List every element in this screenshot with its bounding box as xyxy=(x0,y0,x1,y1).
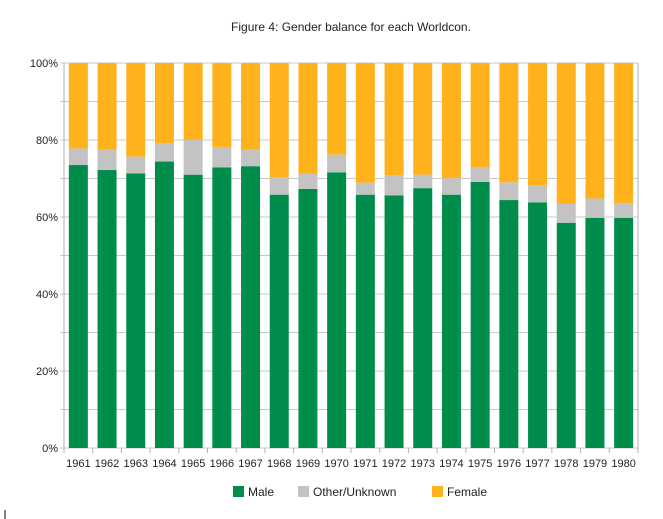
bar-segment-other-unknown xyxy=(327,154,347,173)
bar-segment-male xyxy=(183,174,203,448)
bar-segment-female xyxy=(212,63,232,147)
bar-segment-female xyxy=(269,63,289,178)
y-tick-label: 40% xyxy=(36,289,58,301)
bar-segment-male xyxy=(212,167,232,448)
x-tick-label: 1973 xyxy=(411,458,435,470)
bar-segment-male xyxy=(413,188,433,448)
bar-segment-female xyxy=(441,63,461,179)
legend-swatch xyxy=(432,486,443,497)
legend-swatch xyxy=(298,486,309,497)
y-tick-label: 0% xyxy=(42,443,58,455)
bar-segment-other-unknown xyxy=(384,175,404,196)
bar-segment-male xyxy=(384,195,404,448)
bar-segment-female xyxy=(384,63,404,176)
bar-segment-other-unknown xyxy=(183,140,203,175)
x-tick-label: 1962 xyxy=(95,458,119,470)
bar-segment-other-unknown xyxy=(470,167,490,182)
bar-segment-male xyxy=(269,194,289,448)
bar-segment-female xyxy=(528,63,548,186)
x-tick-label: 1968 xyxy=(267,458,291,470)
bar-segment-other-unknown xyxy=(241,149,261,167)
bar-segment-other-unknown xyxy=(556,203,576,223)
y-axis-tick-labels: 0% 20% 40% 60% 80% 100% xyxy=(30,58,58,455)
x-tick-label: 1971 xyxy=(353,458,377,470)
x-tick-label: 1979 xyxy=(583,458,607,470)
x-tick-label: 1977 xyxy=(525,458,549,470)
bar-segment-female xyxy=(126,63,146,157)
x-tick-label: 1969 xyxy=(296,458,320,470)
bar-segment-female xyxy=(327,63,347,155)
x-tick-label: 1974 xyxy=(439,458,463,470)
gridlines xyxy=(60,62,639,453)
bar-segment-male xyxy=(241,166,261,448)
x-tick-label: 1964 xyxy=(152,458,176,470)
y-tick-label: 80% xyxy=(36,135,58,147)
y-tick-label: 100% xyxy=(30,58,58,70)
bar-segment-female xyxy=(355,63,375,183)
bar-segment-male xyxy=(154,161,174,448)
legend-label: Male xyxy=(248,485,274,499)
bar-segment-female xyxy=(585,63,605,199)
y-tick-label: 20% xyxy=(36,366,58,378)
x-tick-label: 1980 xyxy=(611,458,635,470)
bar-segment-other-unknown xyxy=(528,185,548,203)
bar-segment-other-unknown xyxy=(68,148,88,166)
bar-segment-other-unknown xyxy=(154,143,174,162)
x-tick-label: 1970 xyxy=(324,458,348,470)
x-tick-label: 1965 xyxy=(181,458,205,470)
x-tick-label: 1972 xyxy=(382,458,406,470)
x-tick-label: 1978 xyxy=(554,458,578,470)
bar-segment-other-unknown xyxy=(298,173,318,189)
bar-segment-male xyxy=(499,200,519,448)
bar-segment-female xyxy=(556,63,576,204)
legend: Male Other/Unknown Female xyxy=(233,485,487,499)
bar-segment-female xyxy=(183,63,203,140)
bar-segment-female xyxy=(470,63,490,168)
bar-segment-female xyxy=(68,63,88,149)
bars xyxy=(68,63,634,448)
bar-segment-male xyxy=(614,217,634,448)
legend-label: Female xyxy=(447,485,487,499)
bar-segment-other-unknown xyxy=(441,178,461,195)
bar-segment-other-unknown xyxy=(614,203,634,218)
bar-segment-female xyxy=(154,63,174,144)
bar-segment-female xyxy=(298,63,318,174)
x-tick-label: 1961 xyxy=(66,458,90,470)
bar-segment-other-unknown xyxy=(269,177,289,195)
bar-segment-male xyxy=(556,222,576,448)
bar-segment-other-unknown xyxy=(355,182,375,195)
x-tick-label: 1975 xyxy=(468,458,492,470)
x-tick-label: 1966 xyxy=(210,458,234,470)
legend-swatch xyxy=(233,486,244,497)
bar-segment-male xyxy=(68,165,88,448)
bar-segment-male xyxy=(585,217,605,448)
bar-segment-male xyxy=(327,172,347,448)
bar-segment-male xyxy=(355,194,375,448)
bar-segment-other-unknown xyxy=(97,149,117,171)
bar-segment-other-unknown xyxy=(413,174,433,189)
bar-segment-male xyxy=(470,181,490,448)
bar-segment-female xyxy=(241,63,261,150)
bar-segment-female xyxy=(413,63,433,175)
bar-segment-other-unknown xyxy=(212,146,232,168)
bar-segment-male xyxy=(126,173,146,448)
bar-segment-male xyxy=(441,194,461,448)
legend-label: Other/Unknown xyxy=(313,485,396,499)
chart-title: Figure 4: Gender balance for each Worldc… xyxy=(231,20,471,34)
bar-segment-male xyxy=(528,202,548,448)
bar-segment-female xyxy=(97,63,117,150)
y-tick-label: 60% xyxy=(36,212,58,224)
bar-segment-other-unknown xyxy=(585,198,605,218)
bar-segment-other-unknown xyxy=(499,182,519,201)
x-tick-label: 1963 xyxy=(124,458,148,470)
bar-segment-other-unknown xyxy=(126,156,146,174)
x-axis-tick-labels: 1961 1962 1963 1964 1965 1966 1967 1968 1969 1970… xyxy=(66,458,636,470)
x-tick-label: 1967 xyxy=(238,458,262,470)
bar-segment-male xyxy=(97,170,117,448)
bar-segment-male xyxy=(298,188,318,448)
bar-segment-female xyxy=(499,63,519,183)
x-tick-label: 1976 xyxy=(497,458,521,470)
bar-segment-female xyxy=(614,63,634,204)
